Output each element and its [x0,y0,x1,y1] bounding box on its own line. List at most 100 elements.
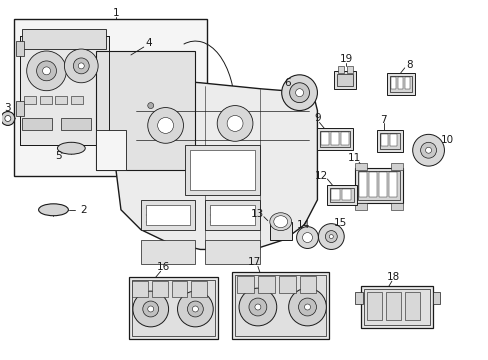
Bar [338,66,344,73]
Bar [389,134,396,146]
Circle shape [288,288,325,326]
Text: 18: 18 [386,272,400,282]
Bar [278,276,295,293]
Circle shape [302,233,312,243]
Bar [132,280,215,336]
Bar [390,163,402,170]
Bar [141,200,195,230]
Circle shape [295,89,303,96]
Bar [326,185,356,205]
Circle shape [304,304,310,310]
Circle shape [217,105,252,141]
Bar [432,292,440,304]
Circle shape [27,51,66,91]
Text: 9: 9 [313,113,320,123]
Circle shape [325,231,337,243]
Text: 3: 3 [4,103,11,113]
Text: 10: 10 [440,135,453,145]
Circle shape [420,142,436,158]
Text: 7: 7 [380,116,386,126]
Circle shape [192,306,198,312]
Bar [320,131,349,147]
Text: 2: 2 [80,205,86,215]
Circle shape [318,224,344,249]
Text: 4: 4 [145,38,152,48]
Bar [331,189,340,200]
Bar [388,172,396,197]
Bar [20,36,109,145]
Bar [330,188,353,202]
Bar [71,96,83,104]
Bar [368,172,376,197]
Bar [21,118,51,130]
Circle shape [147,108,183,143]
Circle shape [5,116,11,121]
Text: 12: 12 [314,171,327,181]
Bar [185,145,259,195]
Bar [191,281,207,297]
Circle shape [42,67,50,75]
Bar [171,281,187,297]
Ellipse shape [39,204,68,216]
Bar [346,66,352,73]
Circle shape [142,301,158,317]
Bar [404,77,409,89]
Ellipse shape [269,213,291,231]
Bar [55,96,67,104]
Circle shape [239,288,276,326]
Bar [390,77,395,89]
Bar [269,222,291,239]
Bar [145,205,190,225]
Bar [404,292,419,320]
Circle shape [289,83,309,103]
Text: 8: 8 [406,60,412,70]
Bar [132,281,147,297]
Bar [366,292,381,320]
Bar [354,292,362,304]
Circle shape [64,49,98,83]
Text: 11: 11 [347,153,360,163]
Bar [385,292,400,320]
Bar [390,203,402,210]
Bar [190,150,254,190]
Ellipse shape [57,142,85,154]
Circle shape [37,61,56,81]
Bar [14,19,207,176]
Circle shape [298,298,316,316]
Bar [205,239,259,264]
Text: 14: 14 [296,220,309,230]
Bar [397,77,402,89]
Circle shape [1,112,15,125]
Circle shape [78,63,84,69]
Bar [61,118,91,130]
Text: 5: 5 [55,151,61,161]
Circle shape [187,301,203,317]
Bar [342,189,350,200]
Circle shape [296,227,318,248]
Circle shape [177,291,213,327]
Bar [360,286,432,328]
Bar [386,73,414,95]
Polygon shape [116,81,317,249]
Ellipse shape [273,216,287,228]
Bar [337,74,352,86]
Bar [96,130,126,170]
Bar [210,205,254,225]
Circle shape [147,306,153,312]
Bar [389,76,411,92]
Bar [357,171,399,200]
Text: 15: 15 [333,218,346,228]
Bar [379,133,399,149]
Bar [317,129,352,150]
Bar [354,168,402,203]
Bar [321,132,328,145]
Text: 19: 19 [339,54,352,64]
Bar [299,276,316,293]
Circle shape [254,304,260,310]
Bar [331,132,339,145]
Bar [205,200,259,230]
Circle shape [73,58,89,74]
Circle shape [157,117,173,133]
Circle shape [147,103,153,109]
Bar [141,239,195,264]
